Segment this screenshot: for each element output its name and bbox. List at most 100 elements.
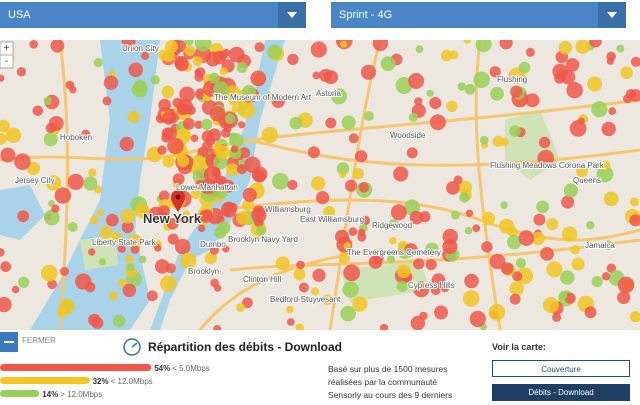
measurement-dot <box>312 71 321 80</box>
measurement-dot <box>310 41 327 58</box>
measurement-dot <box>0 132 7 145</box>
measurement-dot <box>179 86 195 103</box>
dropdown-arrow[interactable] <box>598 2 626 28</box>
pin <box>171 190 185 212</box>
measurement-dot <box>339 252 350 264</box>
measurement-dot <box>472 224 481 233</box>
measurement-dot <box>158 190 170 202</box>
measurement-dot <box>558 40 573 55</box>
description-line: Sensorly au cours des 9 derniers <box>328 390 453 400</box>
measurement-dot <box>414 97 423 106</box>
measurement-dot <box>261 126 279 144</box>
map-label: Lower Manhattan <box>176 183 238 192</box>
measurement-dot <box>360 215 371 226</box>
measurement-dot <box>119 136 134 152</box>
measurement-dot <box>442 239 458 255</box>
measurement-dot <box>499 218 515 234</box>
measurement-dot <box>591 101 608 118</box>
measurement-dot <box>324 70 338 85</box>
measurement-dot <box>575 40 591 54</box>
measurement-dot <box>603 240 613 251</box>
measurement-dot <box>509 125 521 137</box>
speed-icon <box>123 338 141 356</box>
country-select[interactable]: USA <box>0 2 306 28</box>
measurement-dot <box>174 57 189 72</box>
coverage-button[interactable]: Couverture <box>492 360 630 377</box>
measurement-dot <box>316 191 330 205</box>
measurement-dot <box>178 215 186 223</box>
measurement-dot <box>343 264 361 282</box>
dropdown-arrow[interactable] <box>278 2 306 28</box>
measurement-dot <box>340 40 348 48</box>
measurement-dot <box>220 128 231 138</box>
measurement-dot <box>180 252 197 269</box>
measurement-dot <box>591 276 603 288</box>
measurement-dot <box>0 261 12 273</box>
measurement-dot <box>190 189 201 200</box>
measurement-dot <box>489 253 506 270</box>
measurement-dot <box>561 195 575 209</box>
measurement-dot <box>162 111 176 125</box>
measurement-dot <box>190 155 206 171</box>
measurement-dot <box>296 260 305 270</box>
measurement-dot <box>415 45 424 53</box>
measurement-dot <box>213 176 225 188</box>
measurement-dot <box>43 96 52 105</box>
measurement-dot <box>509 281 524 296</box>
measurement-dot <box>204 251 217 265</box>
measurement-dot <box>576 165 588 178</box>
measurement-dot <box>540 247 554 261</box>
measurement-dot <box>586 221 595 230</box>
measurement-dot <box>184 45 196 57</box>
speed-button[interactable]: Débits - Download <box>492 384 630 401</box>
measurement-dot <box>29 40 38 49</box>
measurement-dot <box>255 225 266 236</box>
zoom-out[interactable]: - <box>5 56 8 67</box>
measurement-dot <box>0 248 5 257</box>
measurement-dot <box>97 208 105 216</box>
measurement-dot <box>88 313 101 327</box>
measurement-dot <box>360 64 377 80</box>
measurement-dot <box>449 50 459 60</box>
network-select[interactable]: Sprint - 4G <box>331 2 626 28</box>
map-label: Jersey City <box>15 176 55 185</box>
measurement-dot <box>223 201 234 212</box>
measurement-dot <box>0 296 12 313</box>
measurement-dot <box>271 94 285 108</box>
measurement-dot <box>161 85 175 99</box>
measurement-dot <box>413 281 430 298</box>
measurement-dot <box>160 275 177 292</box>
measurement-dot <box>0 119 10 133</box>
measurement-dot <box>561 226 578 242</box>
close-button[interactable] <box>0 332 18 352</box>
measurement-dot <box>340 305 356 322</box>
zoom-in[interactable]: + <box>4 43 10 54</box>
close-label[interactable]: FERMER <box>22 336 56 345</box>
measurement-dot <box>488 303 506 321</box>
measurement-dot <box>26 161 41 176</box>
measurement-dot <box>202 209 213 221</box>
measurement-dot <box>209 245 219 255</box>
measurement-dot <box>228 46 245 63</box>
measurement-dot <box>67 221 78 232</box>
map-label: Flushing Meadows Corona Park <box>490 161 605 170</box>
measurement-dot <box>0 74 5 82</box>
map[interactable]: Union City Jersey City New York Liberty … <box>0 40 640 330</box>
measurement-dot <box>311 176 326 191</box>
measurement-dot <box>17 210 30 223</box>
measurement-dot <box>481 211 496 225</box>
network: Sprint - 4G <box>339 9 393 21</box>
measurement-dot <box>601 272 611 281</box>
measurement-dot <box>103 75 119 90</box>
measurement-dot <box>238 101 256 119</box>
country: USA <box>8 9 31 21</box>
measurement-dot <box>11 285 20 294</box>
measurement-dot <box>560 270 575 285</box>
measurement-dot <box>453 175 463 185</box>
measurement-dot <box>323 206 336 218</box>
measurement-dot <box>434 305 448 320</box>
map-label: Astoria <box>316 89 341 98</box>
measurement-dot <box>293 268 306 281</box>
measurement-dot <box>425 242 439 257</box>
measurement-dot <box>372 40 389 51</box>
